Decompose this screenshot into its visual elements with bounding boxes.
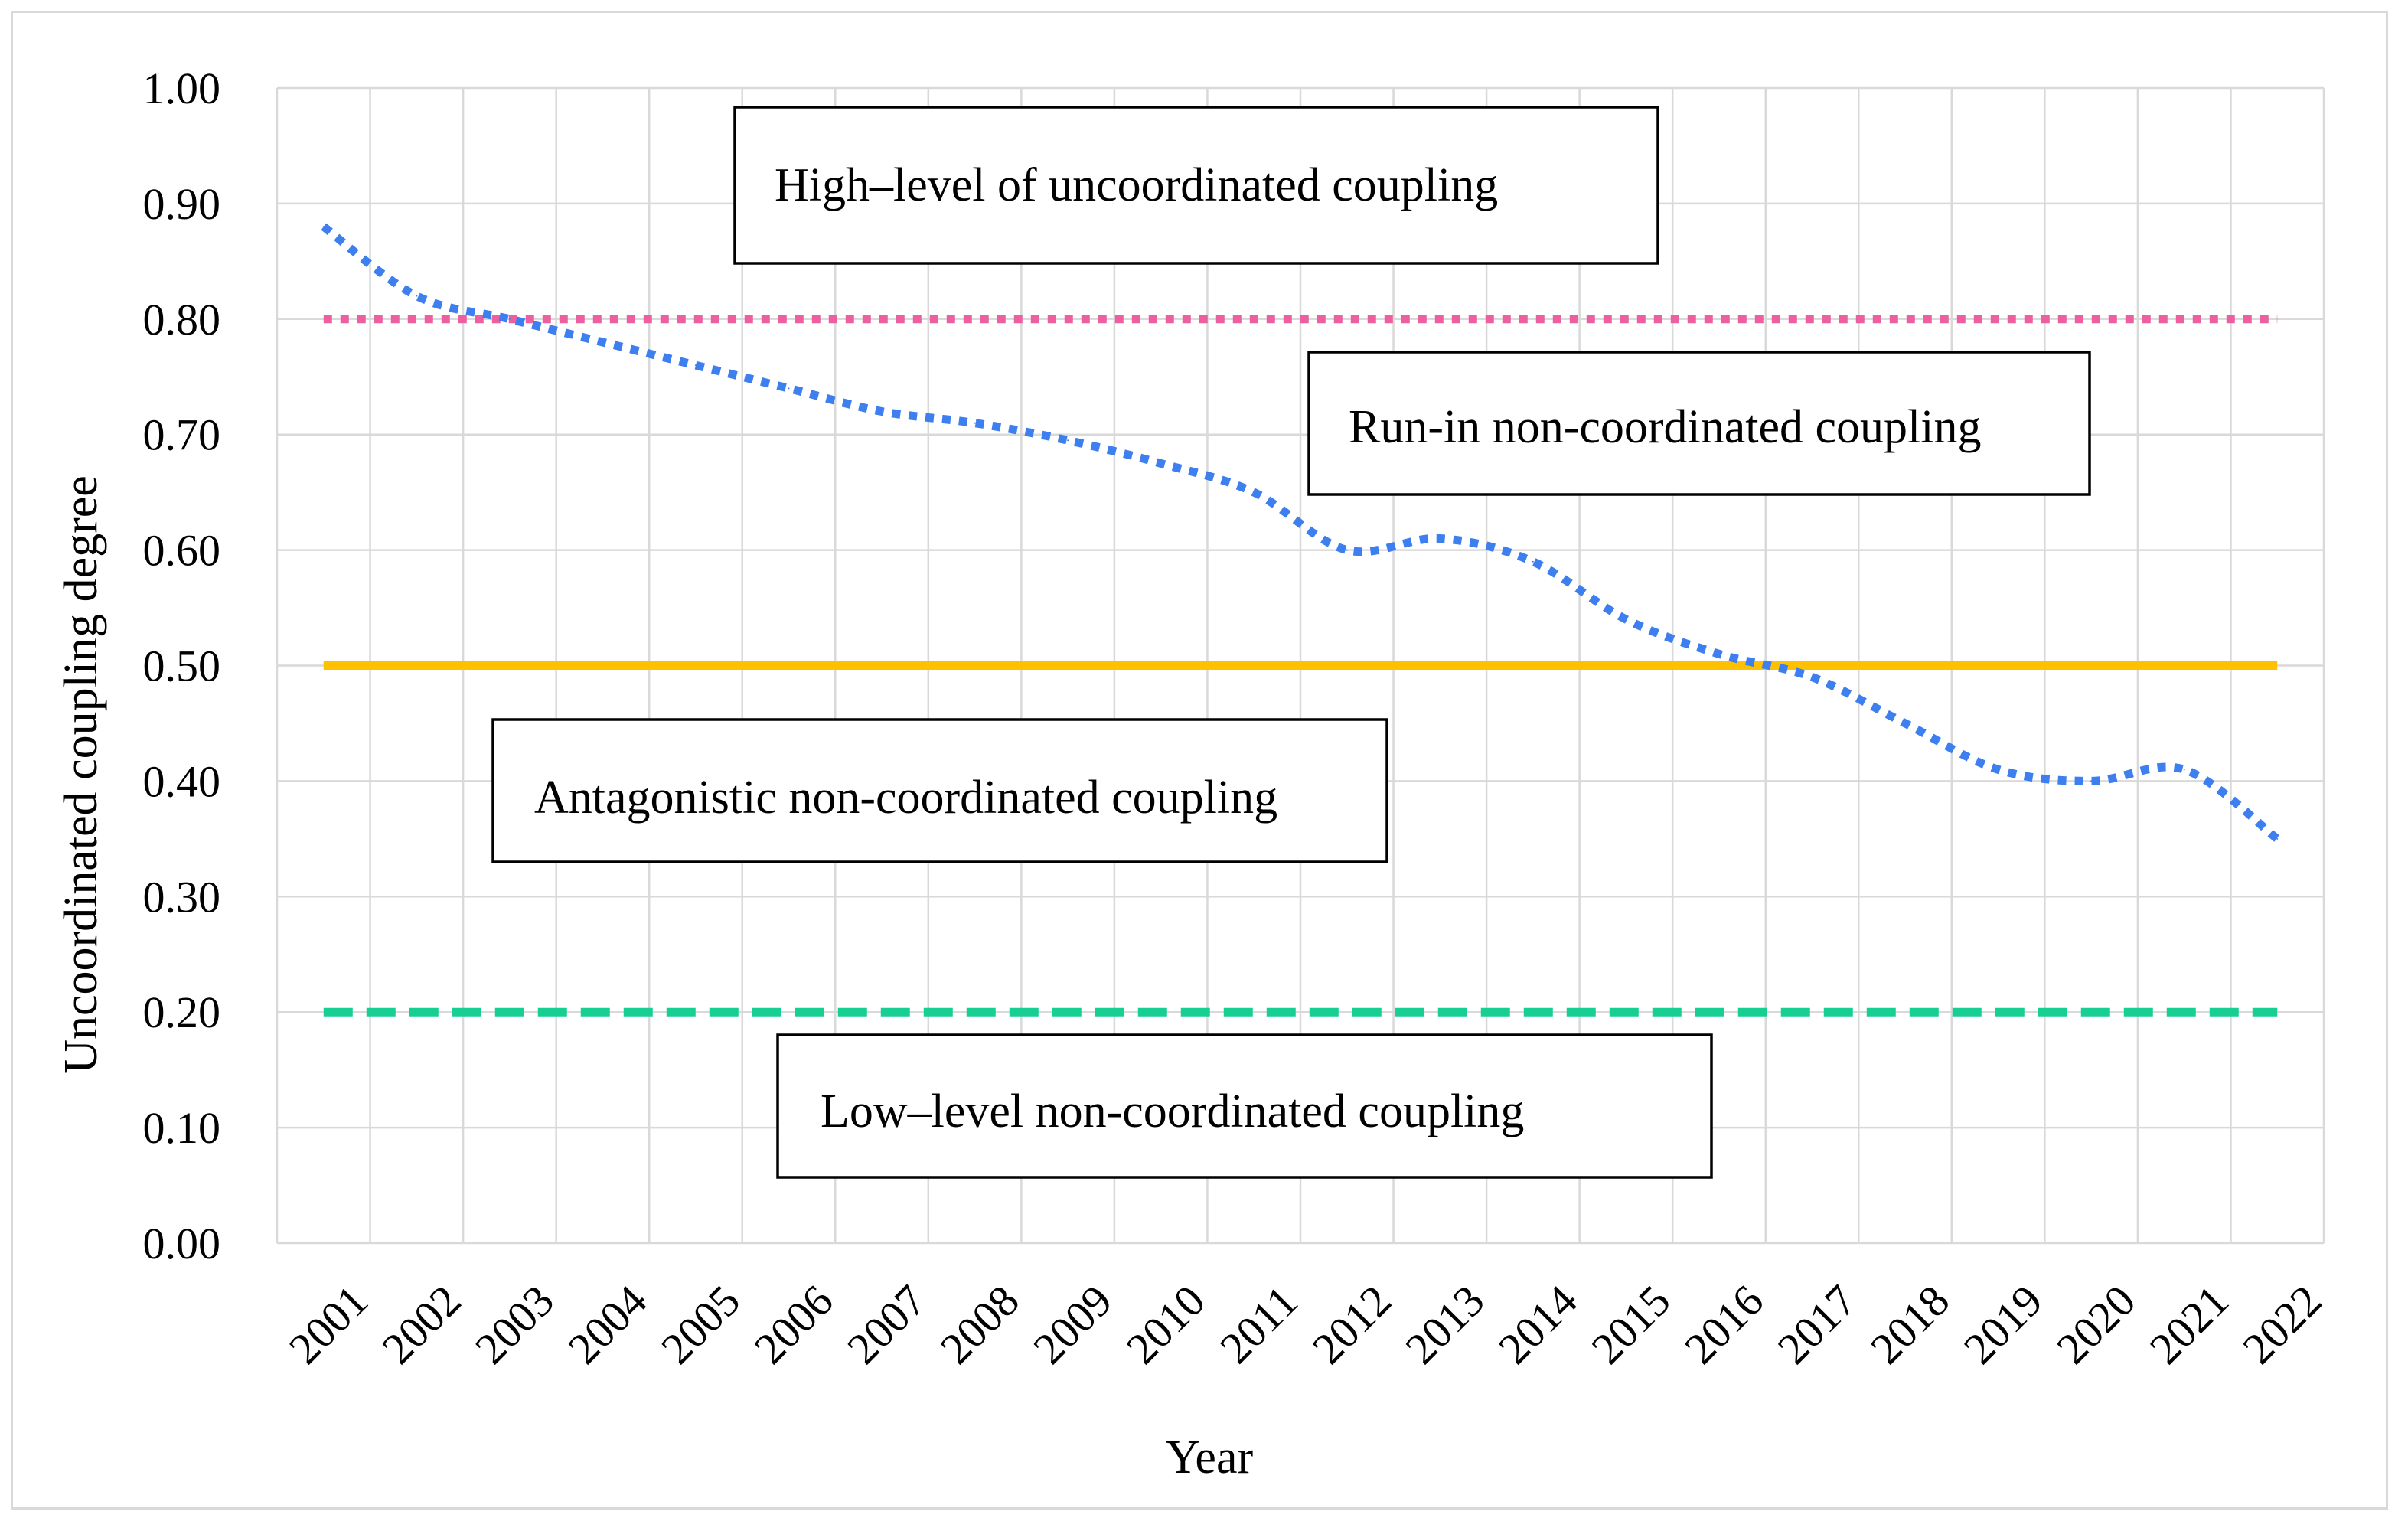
x-tick-label: 2013: [1396, 1275, 1494, 1373]
series-point: [2090, 780, 2093, 782]
series-point: [1532, 560, 1534, 563]
x-tick-label: 2012: [1303, 1275, 1401, 1373]
annotation-label: High–level of uncoordinated coupling: [775, 159, 1498, 211]
series-point: [1718, 653, 1720, 655]
y-tick-label: 0.90: [143, 179, 221, 229]
x-tick-label: 2015: [1582, 1275, 1680, 1373]
series-point: [974, 422, 976, 424]
x-tick-label: 2016: [1675, 1275, 1773, 1373]
y-tick-label: 0.70: [143, 410, 221, 460]
series-point: [1439, 537, 1441, 540]
series-point: [2276, 837, 2279, 840]
x-tick-label: 2001: [279, 1275, 377, 1373]
y-tick-label: 0.00: [143, 1219, 221, 1268]
y-axis-title: Uncoordinated coupling degree: [55, 475, 107, 1074]
series-point: [416, 295, 418, 297]
y-tick-label: 0.60: [143, 526, 221, 576]
series-point: [322, 226, 325, 228]
annotation-box: [491, 718, 1388, 863]
annotation-label: Antagonistic non-coordinated coupling: [534, 772, 1277, 824]
series-point: [1346, 549, 1348, 551]
y-tick-label: 0.20: [143, 987, 221, 1037]
x-tick-label: 2007: [837, 1275, 935, 1373]
threshold-lines: [323, 315, 2278, 1017]
x-axis-ticks: 2001200220032004200520062007200820092010…: [279, 1275, 2331, 1373]
annotation-box: [1307, 351, 2091, 496]
x-tick-label: 2006: [745, 1275, 843, 1373]
series-point: [1811, 676, 1813, 678]
series-point: [1067, 439, 1069, 442]
annotation-box: [776, 1033, 1713, 1179]
annotation-antagonistic: Antagonistic non-coordinated coupling: [491, 718, 1388, 863]
x-tick-label: 2017: [1768, 1275, 1866, 1373]
series-point: [881, 410, 883, 413]
y-tick-label: 0.40: [143, 756, 221, 806]
x-tick-label: 2019: [1954, 1275, 2052, 1373]
y-tick-label: 0.50: [143, 641, 221, 691]
series-point: [602, 341, 604, 343]
series-point: [694, 364, 697, 367]
x-tick-label: 2018: [1861, 1275, 1959, 1373]
x-tick-label: 2010: [1117, 1275, 1215, 1373]
x-tick-label: 2011: [1210, 1276, 1307, 1372]
y-axis-ticks: 0.00 0.10 0.20 0.30 0.40 0.50 0.60 0.70 0.80 0.90…: [143, 64, 221, 1268]
annotation-low-level: Low–level non-coordinated coupling: [776, 1033, 1713, 1179]
series-point: [1160, 462, 1162, 465]
x-tick-label: 2003: [465, 1275, 563, 1373]
annotation-high-level: High–level of uncoordinated coupling: [733, 106, 1659, 265]
x-tick-label: 2020: [2047, 1275, 2145, 1373]
annotation-label: Low–level non-coordinated coupling: [821, 1085, 1524, 1137]
x-tick-label: 2004: [559, 1275, 657, 1373]
y-tick-label: 0.80: [143, 295, 221, 344]
x-axis-title: Year: [1166, 1431, 1254, 1483]
series-point: [508, 318, 511, 320]
series-point: [1904, 722, 1907, 724]
x-tick-label: 2008: [931, 1275, 1029, 1373]
series-point: [1253, 491, 1255, 494]
x-tick-label: 2005: [651, 1275, 749, 1373]
series-point: [788, 387, 790, 390]
y-tick-label: 0.10: [143, 1103, 221, 1153]
annotation-box: [733, 106, 1659, 265]
x-tick-label: 2021: [2140, 1275, 2238, 1373]
x-tick-label: 2014: [1489, 1275, 1587, 1373]
annotation-label: Run-in non-coordinated coupling: [1349, 401, 1982, 453]
series-point: [1997, 769, 1999, 771]
series-point: [2183, 769, 2185, 771]
x-tick-label: 2022: [2233, 1275, 2331, 1373]
x-tick-label: 2009: [1023, 1275, 1121, 1373]
y-tick-label: 0.30: [143, 872, 221, 922]
x-tick-label: 2002: [373, 1275, 471, 1373]
annotation-run-in: Run-in non-coordinated coupling: [1307, 351, 2091, 496]
series-point: [1625, 618, 1627, 621]
series-layer: [321, 223, 2280, 843]
y-tick-label: 1.00: [143, 64, 221, 113]
